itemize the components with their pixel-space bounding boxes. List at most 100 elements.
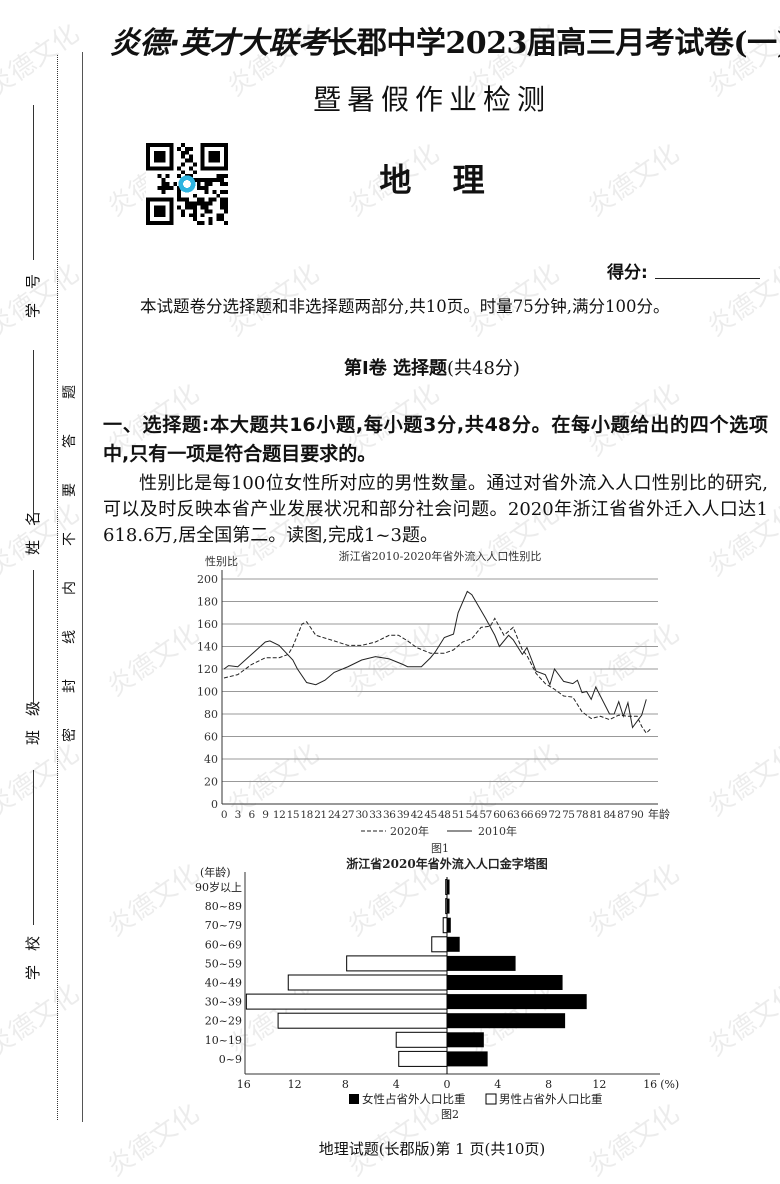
score-blank[interactable] [655, 278, 760, 279]
chart2-caption: 图2 [441, 1108, 459, 1121]
chart1-xtick-label: 75 [562, 809, 574, 821]
chart1-xtick-label: 18 [300, 809, 312, 821]
chart2-category-label: 50~59 [205, 957, 242, 970]
chart2-bar-female [447, 975, 563, 990]
chart2-xtick-label: 8 [545, 1078, 552, 1091]
chart2-category-label: 30~39 [205, 996, 242, 1009]
chart2-bar-male [277, 1012, 448, 1029]
chart1-ytick-label: 160 [197, 618, 218, 631]
chart1-ytick-label: 200 [197, 573, 218, 586]
chart2-category-label: 0~9 [219, 1053, 242, 1066]
chart2-xtick-label: 0 [444, 1078, 451, 1091]
chart1-legend-label: 2020年 [390, 824, 429, 838]
chart2-bar-female [447, 917, 451, 933]
chart2-bar-female [447, 936, 460, 952]
chart1-caption: 图1 [431, 842, 449, 855]
chart2-xtick-label: 12 [288, 1078, 302, 1091]
chart1-xtick-label: 84 [603, 809, 616, 821]
chart1-xtick-label: 87 [617, 809, 629, 821]
chart2-bar-female [447, 898, 450, 914]
chart2-bar-male [395, 1031, 448, 1048]
chart2-bar-male [245, 993, 448, 1010]
chart2-xtick-label: 4 [494, 1078, 501, 1091]
chart1-xtick-label: 6 [248, 809, 255, 821]
score-label: 得分: [607, 263, 648, 283]
chart1-ytick-label: 0 [211, 798, 218, 811]
chart1-xtick-label: 72 [548, 809, 560, 821]
chart2-legend-label: 男性占省外人口比重 [499, 1092, 603, 1106]
chart1-xtick-label: 81 [590, 809, 602, 821]
binding-line [82, 52, 83, 1122]
page-footer: 地理试题(长郡版)第 1 页(共10页) [318, 1140, 546, 1158]
chart1-xtick-label: 90 [631, 809, 643, 821]
chart2-bar-female [447, 955, 516, 971]
chart2-category-label: 20~29 [205, 1015, 242, 1028]
exam-title-text: 长郡中学2023届高三月考试卷(一) [327, 26, 780, 61]
chart2-bar-male [287, 974, 448, 991]
chart1-xtick-label: 57 [479, 809, 491, 821]
chart2-category-label: 90岁以上 [195, 880, 242, 894]
chart2-category-label: 60~69 [205, 938, 242, 951]
subject-title: 地 理 [379, 161, 485, 199]
brand-logo-text: 炎德·英才大联考 [110, 26, 328, 61]
chart2-xtick-label: 8 [342, 1078, 349, 1091]
chart1-xtick-label: 63 [507, 809, 519, 821]
chart2-bar-female [447, 1032, 484, 1048]
chart2-bar-female [447, 1013, 566, 1029]
chart1-legend-label: 2010年 [478, 824, 517, 838]
chart1-ytick-label: 80 [204, 708, 218, 721]
chart1-xtick-label: 3 [235, 809, 241, 821]
chart2-category-label: 70~79 [205, 919, 242, 932]
qr-code[interactable] [146, 143, 228, 225]
chart2-bar-male [346, 955, 448, 972]
chart1-ytick-label: 40 [204, 753, 218, 766]
chart2-xtick-label: 12 [592, 1078, 606, 1091]
chart2-bar-female [447, 1051, 488, 1067]
chart2-xtick-label: 16 [643, 1078, 657, 1091]
chart2-legend-swatch-male [485, 1093, 497, 1105]
cut-line-dotted [57, 55, 58, 1120]
chart2-category-label: 10~19 [205, 1034, 242, 1047]
question-passage: 性别比是每100位女性所对应的男性数量。通过对省外流入人口性别比的研究,可以及时… [103, 473, 768, 546]
chart1-xtick-label: 78 [576, 809, 588, 821]
chart1-xtick-label: 42 [411, 809, 423, 821]
chart1-ytick-label: 20 [204, 776, 218, 789]
part-label: 第Ⅰ卷 选择题 [344, 358, 447, 379]
chart1-ytick-label: 140 [197, 641, 218, 654]
chart2-bar-male [442, 917, 448, 934]
chart1-xtick-label: 15 [287, 809, 299, 821]
chart1-xtick-label: 45 [424, 809, 436, 821]
chart1-ylabel: 性别比 [205, 554, 238, 568]
chart2-legend-label: 女性占省外人口比重 [362, 1092, 466, 1106]
chart1-xtick-label: 36 [383, 809, 396, 821]
chart1-xtick-label: 21 [314, 809, 326, 821]
chart1-xtick-label: 24 [328, 809, 341, 821]
chart1-xtick-label: 33 [369, 809, 381, 821]
chart2-category-label: 80~89 [205, 900, 242, 913]
chart2-bar-female [447, 879, 450, 895]
chart2-legend-swatch-female [349, 1094, 359, 1104]
chart2-xunit: (%) [660, 1078, 679, 1091]
chart1-title: 浙江省2010-2020年省外流入人口性别比 [339, 549, 542, 563]
chart2-xtick-label: 4 [393, 1078, 400, 1091]
chart1-series-line-2020年 [223, 617, 652, 734]
chart1-ytick-label: 120 [197, 663, 218, 676]
exam-intro: 本试题卷分选择题和非选择题两部分,共10页。时量75分钟,满分100分。 [140, 297, 670, 316]
chart1-xtick-label: 54 [466, 809, 479, 821]
chart2-xtick-label: 16 [237, 1078, 251, 1091]
chart2-ylabel: (年龄) [200, 865, 231, 879]
part-points: (共48分) [447, 358, 520, 379]
chart1-xtick-label: 51 [452, 809, 464, 821]
chart1-xlabel: 年龄 [648, 807, 670, 821]
chart2-category-label: 40~49 [205, 977, 242, 990]
chart1-xtick-label: 27 [342, 809, 354, 821]
chart1-xtick-label: 66 [521, 809, 534, 821]
chart2-bar-male [431, 936, 448, 953]
chart1-xtick-label: 39 [397, 809, 409, 821]
chart1-xtick-label: 48 [438, 809, 450, 821]
chart1-ytick-label: 60 [204, 731, 218, 744]
chart2-bar-female [447, 994, 587, 1010]
chart1-ytick-label: 180 [197, 596, 218, 609]
section-instruction: 一、选择题:本大题共16小题,每小题3分,共48分。在每小题给出的四个选项中,只… [103, 414, 768, 465]
